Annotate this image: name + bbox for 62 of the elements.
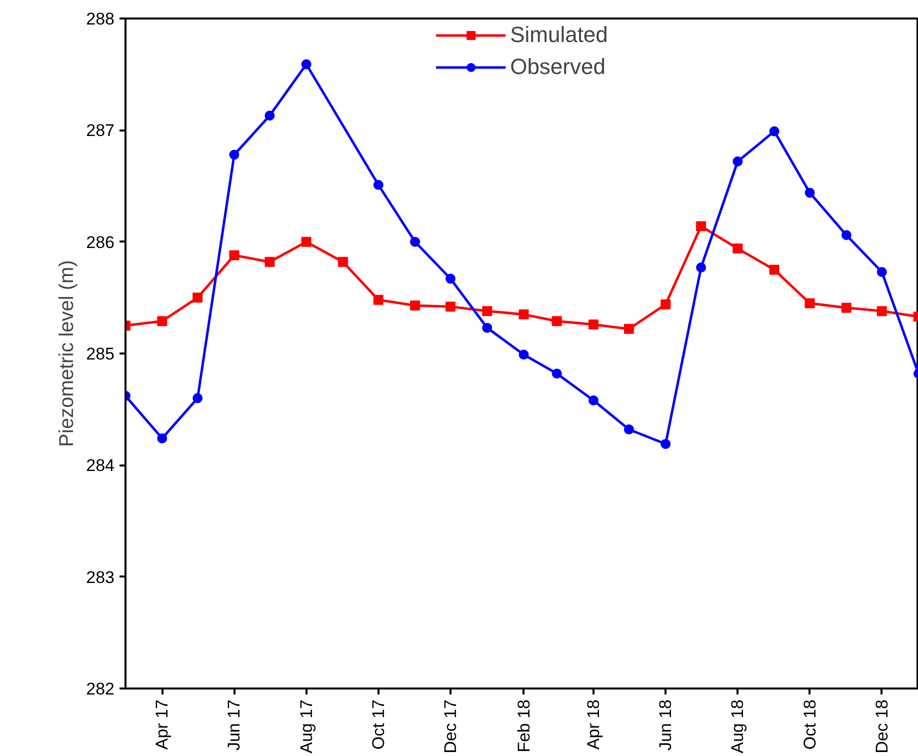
point	[229, 150, 240, 160]
point	[660, 438, 671, 449]
x-tick-label: Jun 18	[656, 699, 676, 751]
point	[192, 292, 203, 303]
y-tick-label: 286	[86, 232, 115, 252]
point	[804, 298, 815, 308]
point	[624, 424, 634, 434]
point	[410, 236, 420, 247]
legend-label: Simulated	[510, 22, 608, 48]
point	[660, 299, 671, 310]
point	[588, 395, 598, 406]
y-axis-title: Piezometric level (m)	[56, 260, 78, 447]
point	[841, 302, 852, 313]
x-tick-label: Oct 17	[368, 699, 388, 750]
point	[338, 256, 348, 267]
x-tick-label: Jun 17	[224, 699, 244, 751]
point	[157, 433, 168, 444]
point	[552, 316, 562, 326]
y-tick-label: 287	[86, 121, 115, 140]
point	[446, 302, 456, 312]
x-tick-label: Oct 18	[800, 699, 820, 750]
x-tick-label: Feb 18	[514, 699, 534, 752]
point	[264, 256, 275, 267]
point	[518, 350, 529, 360]
y-tick-label: 288	[86, 10, 115, 28]
y-tick-label: 283	[86, 568, 115, 587]
point	[732, 156, 743, 166]
point	[696, 221, 706, 232]
y-tick-label: 285	[86, 344, 115, 364]
point	[518, 309, 529, 320]
legend-label: Observed	[510, 54, 606, 80]
point	[624, 324, 634, 334]
point	[301, 236, 312, 247]
point	[588, 319, 598, 330]
point	[841, 230, 852, 240]
y-tick-label: 282	[86, 680, 115, 698]
point	[229, 250, 240, 260]
point	[410, 300, 420, 310]
x-tick-label: Aug 17	[296, 699, 316, 754]
y-tick-label: 284	[86, 456, 115, 476]
x-tick-label: Dec 18	[872, 699, 892, 754]
point	[446, 274, 456, 284]
point	[482, 306, 492, 316]
point	[696, 262, 706, 273]
x-tick-label: Aug 18	[728, 699, 748, 754]
point	[769, 126, 780, 136]
x-tick-label: Apr 17	[152, 699, 172, 750]
x-tick-label: Apr 18	[584, 699, 603, 750]
point	[732, 244, 743, 254]
point	[876, 306, 887, 316]
point	[264, 110, 275, 121]
x-tick-label: Dec 17	[441, 699, 460, 754]
point	[552, 368, 562, 379]
point	[192, 393, 203, 404]
point	[373, 294, 384, 305]
point	[769, 264, 780, 275]
point	[157, 316, 168, 326]
point	[482, 322, 492, 333]
point	[804, 188, 815, 198]
point	[373, 180, 384, 190]
point	[301, 59, 312, 70]
point	[876, 266, 887, 277]
